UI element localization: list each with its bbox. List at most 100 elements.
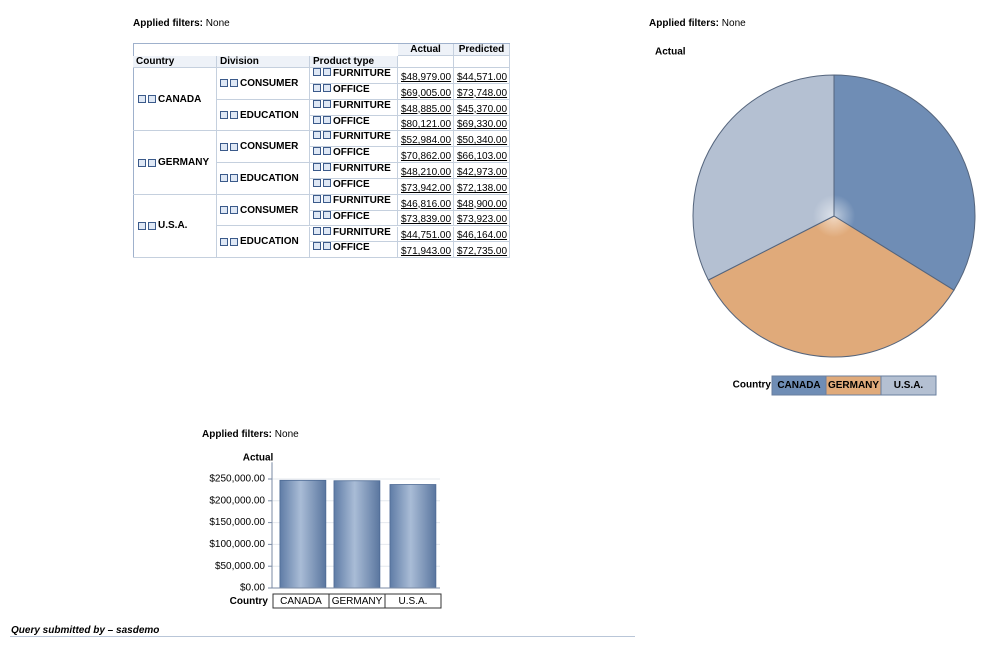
- y-tick-label: $250,000.00: [209, 474, 265, 485]
- predicted-value: $66,103.00: [457, 151, 508, 163]
- legend-label: U.S.A.: [894, 380, 924, 391]
- filter-label: Applied filters:: [133, 18, 204, 29]
- legend-title: Country: [733, 380, 772, 391]
- legend-label: GERMANY: [828, 380, 879, 391]
- legend-swatch: [880, 375, 937, 396]
- applied-filters: Applied filters: None: [202, 429, 299, 440]
- actual-value: $80,121.00: [401, 119, 452, 131]
- value-cell: $73,839.00: [398, 210, 454, 227]
- value-cell: $44,571.00: [454, 68, 510, 84]
- predicted-value: $50,340.00: [457, 135, 508, 147]
- expand-icon: [313, 163, 321, 172]
- actual-value: $44,751.00: [401, 230, 452, 242]
- expand-icon: [220, 237, 228, 246]
- actual-value: $52,984.00: [401, 135, 452, 147]
- expand-icon: [230, 174, 238, 183]
- actual-value: $70,862.00: [401, 151, 452, 163]
- division-label: EDUCATION: [240, 172, 299, 184]
- predicted-value: $73,748.00: [457, 87, 508, 99]
- expand-icon: [323, 115, 331, 124]
- collapse-icon: [138, 158, 146, 167]
- bar: [389, 484, 437, 589]
- predicted-value: $72,735.00: [457, 246, 508, 258]
- product-cell: FURNITURE: [310, 68, 398, 84]
- filter-label: Applied filters:: [649, 18, 720, 29]
- expand-icon: [148, 95, 156, 104]
- product-cell: FURNITURE: [310, 131, 398, 148]
- expand-icon: [230, 79, 238, 88]
- expand-icon: [230, 237, 238, 246]
- footer-text: Query submitted by – sasdemo: [11, 625, 160, 636]
- expand-icon: [313, 242, 321, 251]
- value-cell: $48,210.00: [398, 163, 454, 179]
- expand-icon: [323, 99, 331, 108]
- product-cell: OFFICE: [310, 210, 398, 227]
- division-label: EDUCATION: [240, 109, 299, 121]
- expand-icon: [313, 83, 321, 92]
- value-cell: $48,900.00: [454, 194, 510, 211]
- product-label: FURNITURE: [333, 163, 391, 175]
- actual-value: $73,942.00: [401, 182, 452, 194]
- expand-icon: [230, 206, 238, 215]
- pie-slice: [707, 215, 955, 358]
- product-label: OFFICE: [333, 210, 370, 222]
- bar: [279, 479, 327, 589]
- expand-icon: [323, 242, 331, 251]
- product-cell: FURNITURE: [310, 163, 398, 179]
- product-cell: FURNITURE: [310, 99, 398, 116]
- product-cell: OFFICE: [310, 83, 398, 100]
- division-cell: CONSUMER: [217, 194, 310, 227]
- expand-icon: [323, 210, 331, 219]
- value-cell: $50,340.00: [454, 131, 510, 148]
- expand-icon: [313, 178, 321, 187]
- product-label: FURNITURE: [333, 68, 391, 79]
- expand-icon: [313, 147, 321, 156]
- product-label: FURNITURE: [333, 131, 391, 143]
- predicted-value: $45,370.00: [457, 103, 508, 115]
- bar: [333, 480, 381, 589]
- product-cell: FURNITURE: [310, 226, 398, 243]
- actual-value: $48,210.00: [401, 166, 452, 178]
- pie-slice: [833, 74, 976, 291]
- x-tick-label: CANADA: [280, 596, 322, 607]
- division-cell: EDUCATION: [217, 163, 310, 195]
- collapse-icon: [138, 95, 146, 104]
- expand-icon: [323, 68, 331, 76]
- value-cell: $73,748.00: [454, 83, 510, 100]
- expand-icon: [220, 142, 228, 151]
- predicted-value: $42,973.00: [457, 166, 508, 178]
- expand-icon: [323, 147, 331, 156]
- expand-icon: [148, 221, 156, 230]
- value-cell: $70,862.00: [398, 147, 454, 164]
- product-label: OFFICE: [333, 147, 370, 159]
- y-tick-label: $100,000.00: [209, 539, 265, 550]
- column-header: Division: [217, 56, 310, 68]
- division-label: CONSUMER: [240, 77, 299, 89]
- product-label: OFFICE: [333, 178, 370, 190]
- expand-icon: [313, 115, 321, 124]
- legend-label: CANADA: [777, 380, 820, 391]
- header-blank: [454, 56, 510, 68]
- header-blank: [398, 56, 454, 68]
- country-label: CANADA: [158, 93, 202, 105]
- expand-icon: [323, 163, 331, 172]
- predicted-value: $48,900.00: [457, 198, 508, 210]
- y-tick-label: $150,000.00: [209, 517, 265, 528]
- division-cell: CONSUMER: [217, 68, 310, 100]
- category-box: [384, 593, 442, 609]
- footer-rule: [10, 625, 635, 637]
- expand-icon: [323, 83, 331, 92]
- country-label: GERMANY: [158, 157, 210, 169]
- value-cell: $52,984.00: [398, 131, 454, 148]
- actual-value: $48,979.00: [401, 71, 452, 83]
- division-cell: CONSUMER: [217, 131, 310, 164]
- filter-label: Applied filters:: [202, 429, 273, 440]
- country-label: U.S.A.: [158, 220, 188, 232]
- value-cell: $72,138.00: [454, 178, 510, 195]
- expand-icon: [323, 178, 331, 187]
- product-label: FURNITURE: [333, 99, 391, 111]
- actual-value: $48,885.00: [401, 103, 452, 115]
- product-label: FURNITURE: [333, 226, 391, 238]
